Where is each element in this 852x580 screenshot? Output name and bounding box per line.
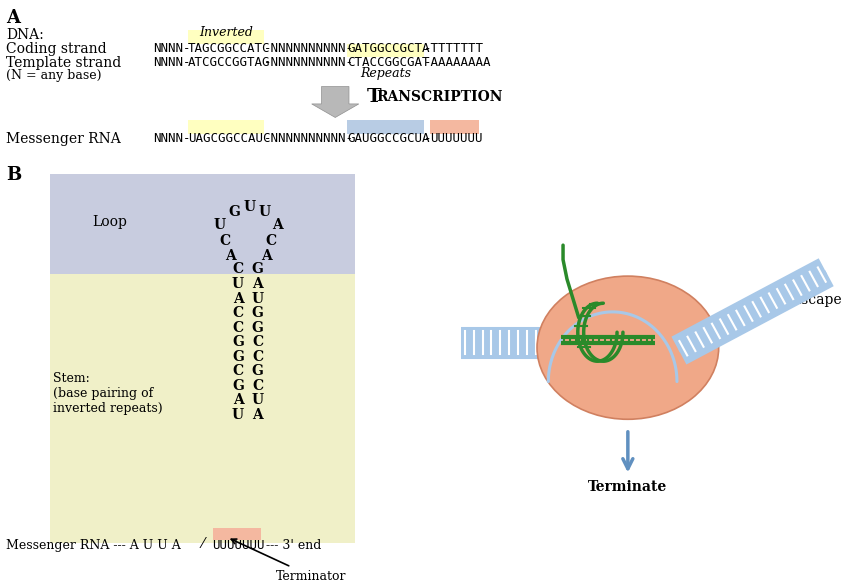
Text: C: C [252,379,263,393]
Bar [188,31,264,44]
Text: A: A [272,218,282,232]
Text: C: C [220,234,231,248]
Text: Template strand: Template strand [6,56,121,70]
Text: Terminator: Terminator [231,539,346,580]
Text: A: A [225,249,235,263]
Text: RANSCRIPTION: RANSCRIPTION [376,90,503,104]
Text: NNNN-: NNNN- [153,42,191,55]
Text: C: C [266,234,277,248]
Text: G: G [232,350,244,364]
Text: G: G [251,262,263,275]
Text: (N = any base): (N = any base) [6,69,101,82]
Text: --- 3' end: --- 3' end [262,539,321,552]
Bar [188,121,264,134]
Text: G: G [227,205,239,219]
Bar [347,44,423,57]
Text: Inverted: Inverted [199,26,253,39]
Text: G: G [251,321,263,335]
Text: ATCGCCGGTAG: ATCGCCGGTAG [188,56,270,68]
Text: -NNNNNNNNNN-: -NNNNNNNNNN- [264,56,354,68]
Text: Messenger RNA: Messenger RNA [6,132,121,146]
Text: CTACCGGCGAT: CTACCGGCGAT [347,56,429,68]
Text: Coding strand: Coding strand [6,42,106,56]
Text: U: U [213,218,225,232]
Text: NNNN-: NNNN- [153,132,191,145]
Text: -AAAAAAAA: -AAAAAAAA [423,56,491,68]
Bar [430,121,478,134]
Text: U: U [251,292,263,306]
Text: C: C [233,306,244,320]
Ellipse shape [537,276,718,419]
Text: B: B [6,166,21,184]
Bar [212,528,261,540]
Text: Stem:
(base pairing of
inverted repeats): Stem: (base pairing of inverted repeats) [53,372,162,415]
Text: U: U [232,277,244,291]
Text: C: C [233,321,244,335]
FancyArrow shape [311,86,359,118]
Text: -TTTTTTT: -TTTTTTT [423,42,483,55]
Text: T: T [366,88,381,106]
Bar [50,173,354,274]
Bar [50,274,354,543]
Text: U: U [244,200,256,213]
Text: -NNNNNNNNNN-: -NNNNNNNNNN- [264,132,354,145]
Text: UAGCGGCCAUC: UAGCGGCCAUC [188,132,270,145]
Text: A: A [233,292,243,306]
Text: Loop: Loop [92,215,127,229]
Text: GAUGGCCGCUA: GAUGGCCGCUA [347,132,429,145]
Text: A: A [252,277,262,291]
Text: Terminate: Terminate [588,480,667,494]
Text: A: A [6,9,20,27]
Text: C: C [233,262,244,275]
Text: DNA:: DNA: [6,28,44,42]
Text: UUUUUUU: UUUUUUU [212,539,265,552]
Text: U: U [251,393,263,407]
Text: -: - [423,132,430,145]
Text: G: G [232,335,244,349]
Text: U: U [232,408,244,422]
Text: C: C [252,350,263,364]
Text: C: C [252,335,263,349]
Text: Messenger RNA --- A U U A: Messenger RNA --- A U U A [6,539,181,552]
Text: NNNN-: NNNN- [153,56,191,68]
Text: G: G [251,306,263,320]
Text: ⁄: ⁄ [201,537,204,552]
Text: Escape: Escape [790,293,840,307]
Text: Repeats: Repeats [360,67,411,80]
Text: GATGGCCGCTA: GATGGCCGCTA [347,42,429,55]
Text: TAGCGGCCATC: TAGCGGCCATC [188,42,270,55]
Text: A: A [252,408,262,422]
Text: A: A [233,393,243,407]
Text: G: G [232,379,244,393]
Text: A: A [261,249,272,263]
Text: UUUUUUU: UUUUUUU [430,132,482,145]
Text: U: U [258,205,270,219]
Text: C: C [233,364,244,378]
Text: G: G [251,364,263,378]
Bar [347,121,423,134]
Text: -NNNNNNNNNN-: -NNNNNNNNNN- [264,42,354,55]
